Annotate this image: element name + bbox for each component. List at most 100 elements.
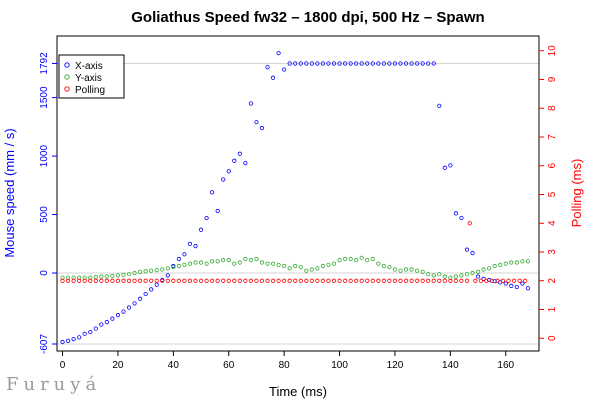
data-point-x-axis	[293, 61, 298, 66]
data-point-x-axis	[198, 227, 204, 232]
data-point-polling	[82, 278, 87, 283]
data-point-polling	[467, 221, 472, 226]
data-point-x-axis	[326, 61, 331, 66]
data-point-polling	[337, 278, 342, 283]
data-point-y-axis	[259, 260, 265, 265]
data-point-polling	[259, 278, 265, 283]
data-point-y-axis	[509, 260, 514, 265]
data-point-polling	[348, 278, 353, 283]
data-point-y-axis	[160, 267, 165, 272]
data-point-y-axis	[492, 263, 497, 269]
data-point-polling	[437, 278, 442, 283]
data-point-polling	[232, 278, 237, 283]
data-point-polling	[464, 278, 470, 283]
data-point-x-axis	[403, 61, 409, 66]
data-point-x-axis	[475, 274, 481, 279]
data-point-y-axis	[359, 255, 364, 260]
legend-label-polling: Polling	[75, 85, 105, 96]
data-point-polling	[309, 278, 314, 283]
data-point-x-axis	[370, 61, 375, 66]
data-point-y-axis	[464, 272, 470, 277]
data-point-polling	[248, 278, 254, 283]
data-point-y-axis	[132, 270, 137, 276]
data-point-x-axis	[337, 61, 342, 66]
data-point-y-axis	[426, 272, 431, 277]
y2-tick-label: 6	[547, 163, 558, 169]
data-point-polling	[489, 278, 495, 283]
data-point-polling	[198, 278, 204, 283]
data-point-polling	[176, 278, 181, 283]
data-point-y-axis	[243, 256, 248, 262]
data-point-x-axis	[359, 61, 364, 66]
data-point-polling	[495, 278, 500, 283]
data-point-y-axis	[198, 260, 204, 265]
data-point-polling	[426, 278, 431, 283]
data-point-polling	[365, 278, 370, 283]
data-point-y-axis	[149, 268, 154, 273]
data-point-polling	[409, 278, 414, 283]
legend: X-axis Y-axis Polling	[58, 54, 125, 99]
data-point-y-axis	[237, 260, 242, 265]
data-point-x-axis	[437, 103, 442, 108]
data-point-polling	[387, 278, 392, 283]
data-point-polling	[282, 278, 287, 283]
data-point-y-axis	[176, 263, 181, 269]
y2-tick-label: 10	[547, 45, 558, 57]
data-point-polling	[132, 278, 137, 283]
data-point-x-axis	[221, 177, 226, 182]
data-point-x-axis	[82, 331, 87, 336]
data-point-x-axis	[138, 296, 143, 301]
data-point-polling	[226, 278, 231, 283]
y2-tick-label: 3	[547, 249, 558, 255]
data-point-x-axis	[187, 241, 193, 246]
data-point-x-axis	[398, 61, 403, 66]
data-point-polling	[459, 278, 464, 283]
data-point-y-axis	[470, 270, 475, 276]
y2-tick-label: 0	[547, 335, 558, 341]
data-point-y-axis	[337, 258, 342, 263]
data-point-x-axis	[282, 67, 287, 72]
data-point-polling	[71, 278, 76, 283]
data-point-y-axis	[254, 256, 259, 262]
data-point-y-axis	[110, 273, 115, 279]
data-point-x-axis	[154, 282, 159, 287]
data-point-x-axis	[88, 329, 93, 335]
data-point-polling	[398, 278, 403, 283]
data-point-y-axis	[232, 261, 237, 266]
data-point-x-axis	[276, 51, 281, 56]
data-point-polling	[187, 278, 193, 283]
data-point-x-axis	[259, 125, 265, 131]
data-point-y-axis	[165, 266, 170, 271]
data-point-x-axis	[354, 61, 359, 66]
data-point-x-axis	[104, 320, 109, 325]
data-point-x-axis	[315, 61, 320, 66]
data-point-y-axis	[126, 272, 132, 277]
data-point-y-axis	[293, 263, 298, 269]
data-point-y-axis	[326, 262, 331, 267]
data-point-y-axis	[298, 265, 303, 270]
data-point-y-axis	[287, 266, 292, 271]
data-point-polling	[500, 278, 506, 283]
y-tick-label: 500	[39, 206, 50, 223]
data-point-polling	[221, 278, 226, 283]
y2-tick-label: 1	[547, 306, 558, 312]
y-tick-label: 1000	[39, 145, 50, 168]
data-point-y-axis	[171, 265, 176, 270]
data-point-polling	[121, 278, 126, 283]
data-point-polling	[473, 278, 478, 283]
data-point-y-axis	[381, 263, 386, 269]
data-point-polling	[171, 278, 176, 283]
data-point-y-axis	[265, 261, 270, 266]
data-point-polling	[331, 278, 337, 283]
data-point-polling	[298, 278, 303, 283]
data-point-x-axis	[93, 326, 98, 331]
data-point-polling	[523, 278, 528, 283]
data-point-x-axis	[448, 163, 453, 168]
data-point-polling	[370, 278, 375, 283]
data-point-y-axis	[154, 267, 159, 273]
data-point-x-axis	[232, 158, 237, 163]
data-point-x-axis	[487, 277, 492, 283]
data-point-polling	[93, 278, 98, 283]
data-point-x-axis	[182, 252, 187, 257]
data-point-x-axis	[459, 215, 464, 221]
